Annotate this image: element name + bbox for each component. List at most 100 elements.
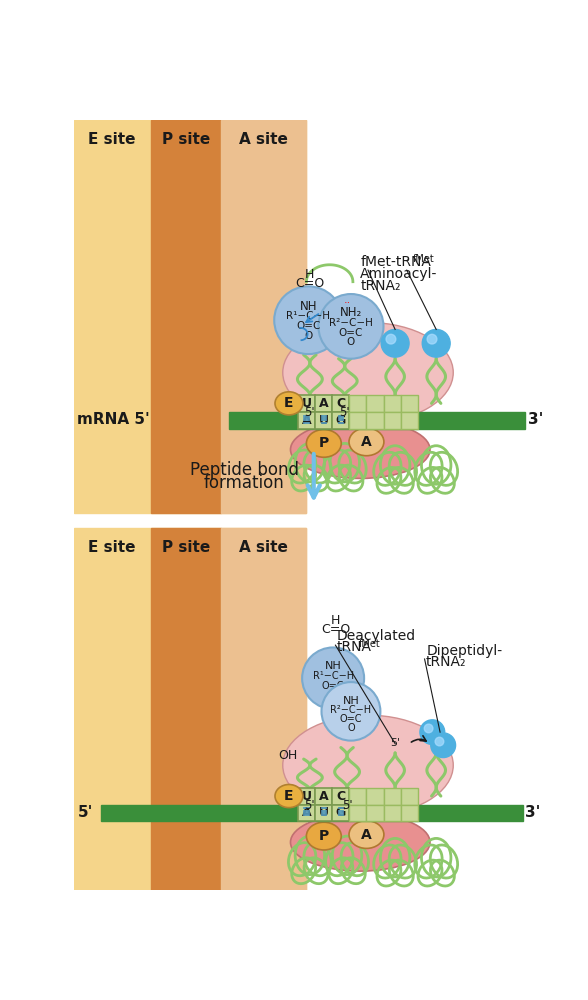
Text: Peptide bond: Peptide bond [189, 461, 299, 479]
Circle shape [318, 294, 383, 359]
Bar [383, 395, 400, 412]
Text: tRNA₂: tRNA₂ [426, 655, 467, 669]
Text: NH: NH [343, 696, 359, 706]
Bar [383, 805, 400, 821]
Bar [332, 788, 349, 805]
Bar [298, 788, 315, 805]
Circle shape [427, 334, 437, 344]
Text: H: H [331, 614, 340, 627]
Text: E site: E site [89, 540, 136, 555]
Text: O=C: O=C [339, 328, 363, 338]
Bar [332, 412, 349, 429]
Text: 5': 5' [339, 406, 350, 419]
Bar [366, 412, 383, 429]
Text: P site: P site [162, 132, 210, 147]
Text: E site: E site [89, 132, 136, 147]
Text: Aminoacyl-: Aminoacyl- [360, 267, 437, 281]
Bar [332, 805, 349, 821]
Circle shape [381, 329, 409, 357]
Text: tRNA₂: tRNA₂ [360, 279, 401, 293]
Text: R¹−C−H: R¹−C−H [286, 311, 330, 321]
Text: C: C [336, 397, 345, 410]
Bar [315, 395, 332, 412]
Ellipse shape [275, 785, 303, 808]
Text: R²−C−H: R²−C−H [329, 318, 373, 328]
Bar [298, 412, 315, 429]
Text: C=O: C=O [295, 277, 325, 290]
Bar [298, 395, 315, 412]
Text: O=C: O=C [322, 681, 345, 691]
Text: fMet: fMet [413, 254, 435, 264]
Bar [366, 788, 383, 805]
Text: tRNA: tRNA [337, 640, 372, 654]
Bar [220, 528, 306, 890]
Text: NH: NH [299, 300, 317, 313]
Circle shape [302, 647, 364, 709]
Circle shape [425, 724, 433, 733]
Bar [383, 788, 400, 805]
Text: NH: NH [325, 661, 342, 671]
Bar [74, 120, 306, 513]
Text: OH: OH [279, 749, 298, 762]
Bar [349, 395, 366, 412]
Text: 3': 3' [527, 412, 543, 427]
Text: O=C: O=C [296, 321, 320, 331]
Text: A site: A site [239, 132, 288, 147]
Text: A: A [302, 806, 312, 820]
Text: U: U [302, 790, 312, 803]
Text: U: U [319, 806, 329, 820]
Text: P: P [319, 436, 329, 450]
Text: 5': 5' [78, 805, 93, 820]
Circle shape [386, 334, 396, 344]
Text: Deacylated: Deacylated [337, 629, 416, 643]
Bar [101, 805, 523, 821]
Text: E: E [284, 789, 293, 803]
Circle shape [322, 682, 380, 741]
Bar [366, 805, 383, 821]
Circle shape [274, 286, 342, 354]
Bar [366, 395, 383, 412]
Bar [349, 788, 366, 805]
Text: 5': 5' [431, 738, 441, 748]
Ellipse shape [283, 323, 453, 423]
Text: O: O [304, 331, 312, 341]
Text: H: H [305, 267, 315, 280]
Bar [315, 412, 332, 429]
Bar [383, 412, 400, 429]
Text: G: G [336, 806, 346, 820]
Ellipse shape [306, 822, 341, 850]
Text: R¹−C−H: R¹−C−H [313, 671, 354, 681]
Text: U: U [302, 397, 312, 410]
Circle shape [431, 733, 456, 758]
Text: A: A [302, 414, 312, 427]
Text: E: E [284, 396, 293, 410]
Bar [349, 412, 366, 429]
Bar [151, 528, 220, 890]
Text: A: A [361, 435, 372, 449]
Text: 5': 5' [305, 799, 315, 812]
Text: 3': 3' [524, 805, 540, 820]
Bar [400, 788, 417, 805]
Bar [315, 805, 332, 821]
Text: R²−C−H: R²−C−H [330, 705, 372, 715]
Bar [400, 805, 417, 821]
Text: C: C [336, 790, 345, 803]
Text: O: O [347, 723, 355, 733]
Bar [74, 528, 306, 890]
Text: A: A [319, 790, 329, 803]
Bar [220, 120, 306, 513]
Bar [400, 395, 417, 412]
Bar [332, 395, 349, 412]
Circle shape [422, 329, 450, 357]
Text: ··: ·· [344, 298, 352, 308]
Ellipse shape [290, 813, 430, 871]
Text: P site: P site [162, 540, 210, 555]
Ellipse shape [349, 428, 384, 456]
Ellipse shape [283, 715, 453, 815]
Text: 5': 5' [390, 738, 400, 748]
Bar [151, 120, 220, 513]
Bar [298, 805, 315, 821]
Text: 5': 5' [305, 406, 315, 419]
Bar [349, 805, 366, 821]
Text: P: P [319, 829, 329, 843]
